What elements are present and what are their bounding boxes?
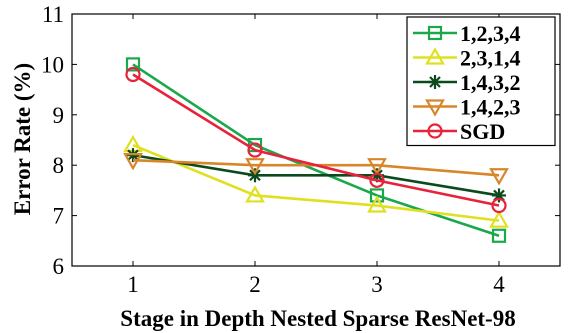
asterisk-stroke <box>429 76 441 88</box>
y-tick-label: 11 <box>42 2 64 27</box>
data-point <box>367 195 387 213</box>
data-point <box>367 158 387 176</box>
legend-label: 1,2,3,4 <box>460 21 521 46</box>
legend-marker <box>427 25 443 41</box>
series-line <box>132 63 500 237</box>
legend-label: 1,4,2,3 <box>460 95 521 120</box>
y-tick-label: 9 <box>53 103 65 128</box>
plot-frame <box>71 13 561 267</box>
legend-label: 1,4,3,2 <box>460 70 521 95</box>
x-tick-label: 1 <box>127 272 139 297</box>
series-line <box>132 143 500 222</box>
data-point <box>247 142 263 158</box>
y-axis-title: Error Rate (%) <box>10 63 35 215</box>
axes: 1 2 3 4 6 7 8 9 10 11 <box>41 2 561 297</box>
data-point <box>369 188 385 203</box>
data-point <box>125 57 141 72</box>
y-tick-label: 6 <box>53 254 65 279</box>
x-tick-label: 2 <box>249 272 261 297</box>
legend-label: SGD <box>460 119 505 144</box>
y-tick-label: 10 <box>41 52 64 77</box>
data-point <box>491 228 507 243</box>
series-layer <box>123 57 509 243</box>
x-tick-label: 4 <box>493 272 505 297</box>
legend-label: 2,3,1,4 <box>460 46 521 71</box>
legend-marker <box>428 75 442 89</box>
legend-marker <box>425 99 445 117</box>
data-point <box>489 210 509 228</box>
series-line <box>132 153 500 197</box>
data-point <box>245 158 265 176</box>
x-tick-label: 3 <box>371 272 383 297</box>
data-point <box>125 66 141 83</box>
x-axis-title: Stage in Depth Nested Sparse ResNet-98 <box>120 306 515 331</box>
legend-marker <box>427 123 443 139</box>
data-point <box>491 197 507 214</box>
data-point <box>123 153 143 171</box>
legend-marker <box>425 47 445 65</box>
data-point <box>489 168 509 186</box>
data-point <box>369 172 385 188</box>
series-line <box>132 73 500 207</box>
y-tick-label: 8 <box>53 153 65 178</box>
y-tick-label: 7 <box>53 204 65 229</box>
data-point <box>245 185 265 203</box>
